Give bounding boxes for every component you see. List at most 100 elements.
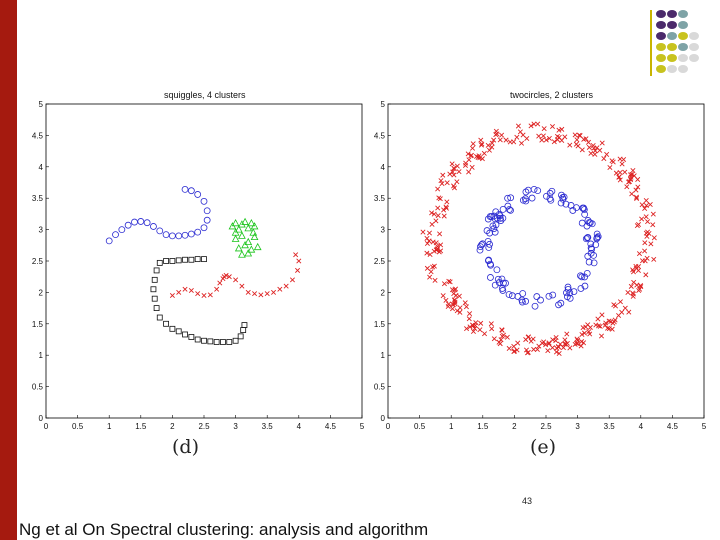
data-point-x: [443, 205, 449, 211]
data-point-square: [188, 256, 195, 263]
data-point-circle: [500, 279, 507, 287]
data-point-x: [438, 248, 444, 254]
data-point-triangle: [250, 222, 259, 230]
y-tick-label: 0.5: [32, 383, 44, 392]
data-point-x: [451, 165, 457, 171]
data-point-x: [446, 301, 452, 307]
decorative-divider: [650, 10, 652, 76]
data-point-x: [511, 139, 517, 145]
data-point-x: [642, 205, 648, 212]
data-point-x: [477, 327, 483, 333]
data-point-square: [169, 258, 176, 264]
data-point-square: [175, 328, 182, 335]
data-point-x: [443, 297, 449, 303]
data-point-x: [464, 326, 470, 332]
data-point-x: [496, 339, 502, 345]
data-point-circle: [570, 288, 578, 295]
left-accent-bar: [0, 0, 17, 540]
data-point-x: [643, 272, 649, 278]
x-tick-label: 2.5: [198, 422, 210, 431]
data-point-circle: [581, 211, 589, 218]
data-point-circle: [530, 185, 538, 193]
data-point-x: [642, 240, 648, 246]
data-point-x: [433, 240, 439, 246]
data-point-square: [163, 258, 169, 264]
data-point-circle: [548, 187, 556, 195]
y-tick-label: 4: [381, 163, 386, 172]
data-point-triangle: [231, 228, 240, 236]
data-point-x: [531, 346, 537, 352]
x-tick-label: 2: [512, 422, 517, 431]
data-point-circle: [577, 285, 585, 292]
data-point-triangle: [244, 237, 253, 246]
data-point-x: [514, 134, 520, 140]
data-point-x: [545, 348, 551, 354]
data-point-x: [528, 123, 534, 129]
data-point-square: [201, 337, 207, 344]
data-point-x: [424, 240, 430, 246]
y-tick-label: 2: [381, 288, 386, 297]
data-point-x: [562, 341, 568, 347]
data-point-x: [577, 133, 583, 139]
data-point-x: [489, 144, 495, 150]
data-point-x: [573, 141, 579, 147]
data-point-x: [627, 172, 634, 178]
twocircles-scatter-plot: 0 0.5 1 1.5 2 2.5 3 3.5 4 4.5 5 0 0.5 1 1.5 2 2.5 3 3.5 4 4.…: [374, 100, 707, 431]
data-point-circle: [522, 195, 529, 203]
data-point-x: [440, 293, 446, 299]
data-point-circle: [499, 214, 507, 222]
data-point-circle: [534, 187, 542, 195]
x-tick-label: 4.5: [325, 422, 337, 431]
data-point-x: [597, 323, 603, 329]
decorative-dot: [678, 21, 688, 29]
data-point-circle: [584, 233, 592, 241]
data-point-circle: [522, 197, 530, 205]
decorative-dot: [656, 54, 666, 62]
data-point-x: [650, 211, 656, 217]
x-tick-label: 2.5: [540, 422, 552, 431]
x-tick-label: 0.5: [414, 422, 426, 431]
data-point-x: [431, 211, 437, 217]
data-point-square: [175, 257, 182, 264]
data-point-x: [519, 140, 525, 146]
data-point-circle: [519, 290, 527, 297]
data-point-x: [432, 277, 438, 283]
data-point-x: [626, 309, 632, 315]
decorative-dot: [689, 54, 699, 62]
data-point-x: [466, 157, 472, 163]
data-point-x: [457, 305, 463, 311]
decorative-dot: [667, 65, 677, 73]
data-point-x: [619, 161, 625, 167]
data-point-x: [477, 155, 483, 161]
y-tick-label: 1: [39, 351, 44, 360]
data-point-circle: [175, 232, 183, 240]
x-tick-label: 0.5: [72, 422, 84, 431]
data-point-x: [633, 187, 639, 193]
data-point-x: [478, 320, 484, 326]
data-point-x: [444, 180, 450, 186]
data-point-circle: [489, 222, 497, 230]
data-point-x: [635, 176, 641, 182]
data-point-x: [645, 219, 651, 225]
y-tick-label: 5: [381, 100, 386, 109]
data-point-x: [556, 350, 562, 357]
data-point-x: [534, 346, 540, 353]
data-point-x: [634, 282, 640, 288]
data-point-x: [444, 199, 450, 205]
data-point-circle: [557, 299, 565, 307]
data-point-triangle: [238, 231, 246, 239]
data-point-x: [612, 303, 619, 309]
data-point-triangle: [244, 249, 253, 257]
data-point-x: [433, 218, 439, 224]
data-point-x: [621, 156, 627, 163]
data-point-x: [617, 169, 623, 175]
data-point-x: [607, 164, 613, 171]
data-point-x: [450, 169, 456, 175]
data-point-circle: [490, 225, 498, 233]
data-point-x: [169, 293, 175, 299]
data-point-x: [258, 292, 264, 298]
data-point-x: [214, 286, 220, 292]
x-tick-label: 1: [449, 422, 454, 431]
data-point-x: [536, 133, 542, 139]
x-tick-label: 1.5: [135, 422, 147, 431]
